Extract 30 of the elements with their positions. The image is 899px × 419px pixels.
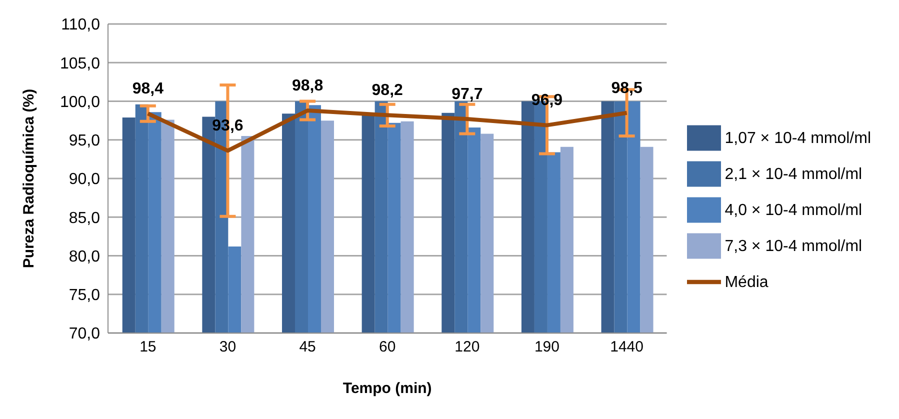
y-tick-label: 110,0 xyxy=(61,16,100,34)
data-label: 98,4 xyxy=(132,80,164,98)
x-tick-label: 15 xyxy=(140,338,156,356)
data-label: 96,9 xyxy=(531,92,563,110)
legend-label: Média xyxy=(724,274,768,290)
y-tick-label: 105,0 xyxy=(60,55,100,72)
y-tick-label: 90,0 xyxy=(68,171,100,188)
y-tick-label: 95,0 xyxy=(68,132,100,150)
legend-label: 2,1 × 10-4 mmol/ml xyxy=(724,166,862,182)
data-label: 98,5 xyxy=(611,80,642,97)
x-tick-label: 120 xyxy=(454,338,480,356)
y-tick-label: 100,0 xyxy=(60,94,100,111)
y-axis-title: Pureza Radioquímica (%) xyxy=(20,88,38,268)
y-tick-label: 70,0 xyxy=(68,326,100,343)
x-axis-title: Tempo (min) xyxy=(342,380,432,397)
y-tick-label: 80,0 xyxy=(68,248,100,266)
x-tick-label: 1440 xyxy=(610,338,644,356)
y-tick-label: 85,0 xyxy=(68,210,100,227)
y-tick-label: 75,0 xyxy=(68,287,100,304)
data-label: 98,8 xyxy=(292,78,324,95)
x-tick-label: 30 xyxy=(219,338,236,356)
legend-label: 1,07 × 10-4 mmol/ml xyxy=(724,130,871,146)
data-label: 97,7 xyxy=(452,86,483,104)
line-series xyxy=(146,108,629,153)
x-tick-label: 60 xyxy=(379,338,396,356)
x-tick-label: 190 xyxy=(534,338,560,356)
legend-label: 7,3 × 10-4 mmol/ml xyxy=(724,238,862,254)
x-tick-label: 45 xyxy=(299,338,316,356)
legend-label: 4,0 × 10-4 mmol/ml xyxy=(724,202,862,218)
data-label: 98,2 xyxy=(372,82,404,100)
